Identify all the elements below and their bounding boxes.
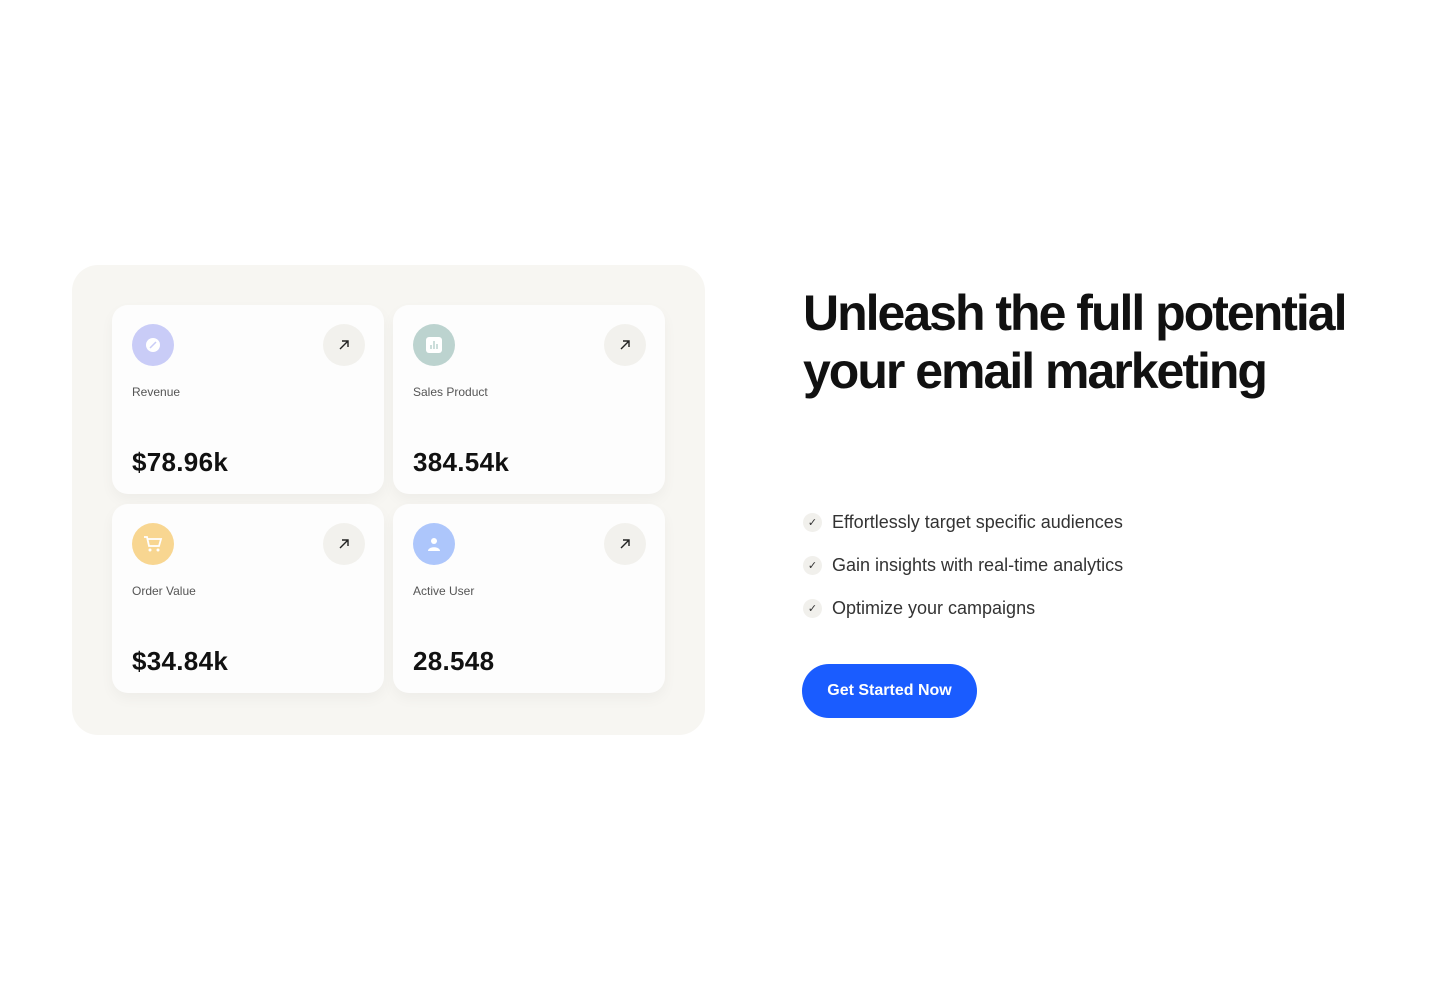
feature-item: ✓ Gain insights with real-time analytics	[803, 555, 1123, 576]
hero-title-line-1: Unleash the full potential	[803, 285, 1347, 341]
bar-chart-icon	[413, 324, 455, 366]
arrow-up-right-icon[interactable]	[604, 523, 646, 565]
stat-label: Sales Product	[413, 385, 488, 399]
get-started-button[interactable]: Get Started Now	[802, 664, 977, 718]
feature-item: ✓ Optimize your campaigns	[803, 598, 1035, 619]
check-icon: ✓	[803, 513, 822, 532]
stat-card-active-user[interactable]: Active User 28.548	[393, 504, 665, 693]
hero-title: Unleash the full potential your email mar…	[803, 284, 1403, 400]
stat-card-order-value[interactable]: Order Value $34.84k	[112, 504, 384, 693]
arrow-up-right-icon[interactable]	[323, 523, 365, 565]
feature-item: ✓ Effortlessly target specific audiences	[803, 512, 1123, 533]
user-icon	[413, 523, 455, 565]
feature-text: Effortlessly target specific audiences	[832, 512, 1123, 532]
stat-value: $34.84k	[132, 646, 229, 676]
stat-value: 384.54k	[413, 447, 510, 477]
stat-card-revenue[interactable]: Revenue $78.96k	[112, 305, 384, 494]
arrow-up-right-icon[interactable]	[323, 324, 365, 366]
cart-icon	[132, 523, 174, 565]
stat-label: Order Value	[132, 584, 196, 598]
check-icon: ✓	[803, 599, 822, 618]
hero-title-line-2: your email marketing	[803, 343, 1268, 399]
stat-value: 28.548	[413, 646, 495, 676]
feature-text: Gain insights with real-time analytics	[832, 555, 1124, 575]
check-icon: ✓	[803, 556, 822, 575]
stat-label: Active User	[413, 584, 475, 598]
stat-label: Revenue	[132, 385, 181, 399]
stat-value: $78.96k	[132, 447, 229, 477]
stats-panel: Revenue $78.96k Sales Product 384.54k Or…	[72, 265, 705, 735]
badge-percent-icon	[132, 324, 174, 366]
stat-card-sales-product[interactable]: Sales Product 384.54k	[393, 305, 665, 494]
arrow-up-right-icon[interactable]	[604, 324, 646, 366]
feature-text: Optimize your campaigns	[832, 598, 1036, 618]
